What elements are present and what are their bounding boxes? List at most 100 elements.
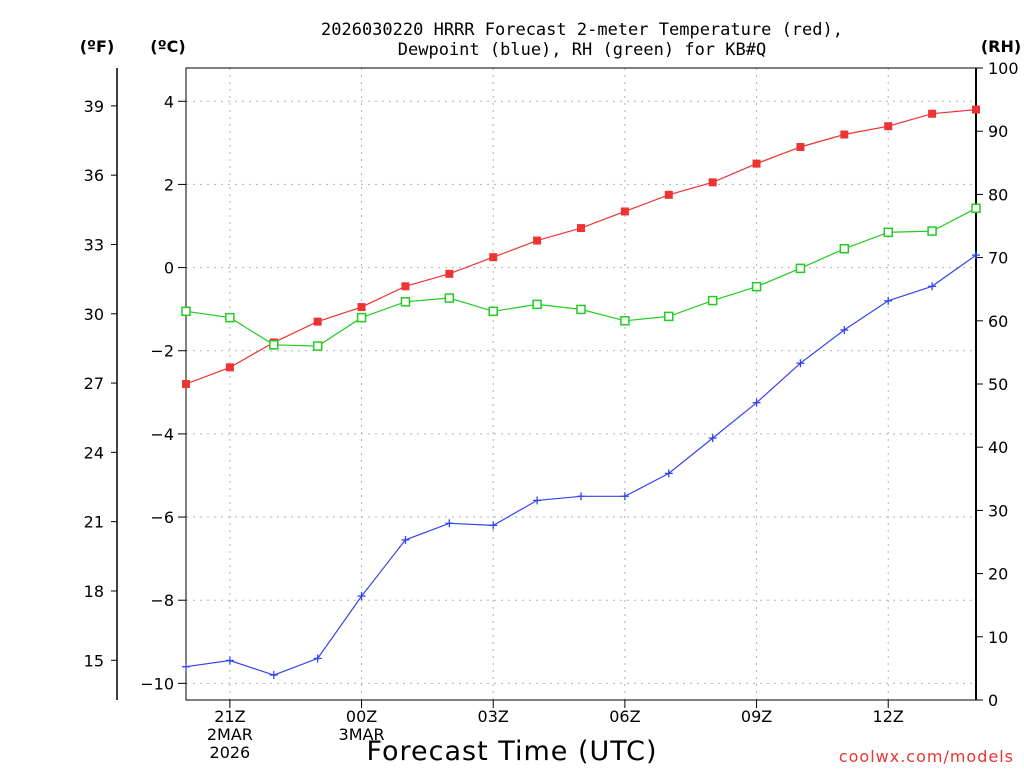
series-dewpoint (182, 251, 980, 680)
temperature-point (357, 303, 366, 312)
series-line-dewpoint (185, 254, 977, 676)
rh-point (312, 341, 323, 351)
dewpoint-point (884, 296, 893, 305)
rh-tick-label: 70 (988, 249, 1008, 268)
rh-point (839, 244, 850, 254)
x-tick-label: 00Z (346, 707, 377, 726)
tick-labels: 420−2−4−6−8−1039363330272421181510090807… (84, 59, 1019, 762)
dewpoint-point (489, 521, 498, 530)
rh-point (181, 306, 191, 317)
x-tick-label: 2MAR (207, 725, 253, 744)
celsius-tick-label: 4 (164, 92, 174, 111)
dewpoint-point (664, 469, 673, 478)
fahrenheit-tick-label: 36 (84, 166, 104, 185)
x-tick-label: 21Z (214, 707, 245, 726)
rh-point (400, 297, 411, 307)
temperature-point (796, 143, 805, 151)
rh-point (532, 299, 542, 310)
dewpoint-point (182, 662, 190, 671)
dewpoint-point (972, 251, 980, 260)
dewpoint-point (533, 496, 542, 505)
fahrenheit-tick-label: 15 (84, 651, 104, 670)
dewpoint-point (928, 282, 937, 291)
x-tick-label: 12Z (873, 707, 904, 726)
temperature-point (445, 269, 454, 278)
rh-point (225, 312, 235, 323)
rh-point (664, 311, 674, 322)
x-tick-label: 2026 (210, 743, 251, 762)
temperature-point (664, 190, 673, 199)
rh-point (927, 226, 937, 236)
rh-tick-label: 30 (988, 501, 1008, 520)
temperature-point (401, 282, 410, 291)
fahrenheit-tick-label: 33 (84, 235, 104, 254)
dewpoint-point (708, 434, 717, 443)
chart-title-line-2: Dewpoint (blue), RH (green) for KB#Q (398, 40, 766, 60)
fahrenheit-tick-label: 21 (84, 513, 104, 532)
fahrenheit-tick-label: 39 (84, 97, 104, 116)
fahrenheit-tick-label: 27 (84, 374, 104, 393)
rh-point (444, 293, 455, 303)
series-line-temperature (185, 109, 977, 385)
rh-point (269, 340, 279, 350)
temperature-point (313, 317, 322, 326)
rh-axis-unit: (RH) (981, 37, 1021, 56)
dewpoint-point (401, 535, 410, 544)
temperature-point (225, 363, 234, 372)
celsius-tick-label: −4 (150, 425, 174, 444)
series (181, 105, 981, 680)
dewpoint-point (840, 325, 849, 334)
temperature-point (620, 207, 629, 216)
celsius-tick-label: −10 (140, 674, 174, 693)
grid (186, 68, 976, 700)
temperature-point (752, 159, 761, 168)
rh-point (751, 281, 762, 292)
x-axis-label: Forecast Time (UTC) (366, 736, 657, 767)
temperature-point (533, 236, 542, 245)
rh-tick-label: 40 (988, 438, 1008, 457)
axes (111, 67, 983, 708)
rh-point (795, 263, 806, 274)
dewpoint-point (620, 492, 629, 501)
celsius-tick-label: −6 (150, 508, 174, 527)
temperature-point (489, 253, 498, 262)
dewpoint-point (577, 492, 585, 501)
celsius-tick-label: 0 (164, 259, 174, 278)
celsius-tick-label: 2 (164, 175, 174, 194)
x-tick-label: 06Z (609, 707, 640, 726)
dewpoint-point (225, 656, 234, 665)
rh-tick-label: 100 (988, 59, 1019, 78)
rh-tick-label: 50 (988, 375, 1008, 394)
temperature-point (884, 122, 893, 131)
rh-tick-label: 10 (988, 628, 1008, 647)
chart-title-line-1: 2026030220 HRRR Forecast 2-meter Tempera… (321, 20, 843, 40)
temperature-point (708, 178, 717, 187)
dewpoint-point (269, 671, 278, 680)
plot-frame (185, 67, 977, 701)
temperature-point (840, 130, 849, 139)
temperature-point (182, 380, 190, 388)
rh-tick-label: 0 (988, 691, 998, 710)
x-tick-label: 09Z (741, 707, 772, 726)
celsius-axis-unit: (ºC) (150, 37, 185, 56)
rh-point (707, 295, 718, 306)
fahrenheit-axis-unit: (ºF) (80, 37, 115, 56)
rh-point (356, 312, 367, 323)
temperature-point (972, 105, 980, 114)
rh-point (576, 304, 586, 315)
rh-tick-label: 20 (988, 565, 1008, 584)
rh-point (883, 227, 893, 238)
fahrenheit-tick-label: 18 (84, 582, 104, 601)
dewpoint-point (752, 398, 761, 407)
fahrenheit-tick-label: 24 (84, 443, 104, 462)
rh-point (620, 316, 630, 326)
series-rh (181, 203, 981, 351)
celsius-tick-label: −8 (150, 591, 174, 610)
rh-tick-label: 60 (988, 312, 1008, 331)
x-tick-label: 3MAR (339, 725, 385, 744)
rh-tick-label: 80 (988, 185, 1008, 204)
dewpoint-point (445, 519, 454, 528)
celsius-tick-label: −2 (150, 342, 174, 361)
